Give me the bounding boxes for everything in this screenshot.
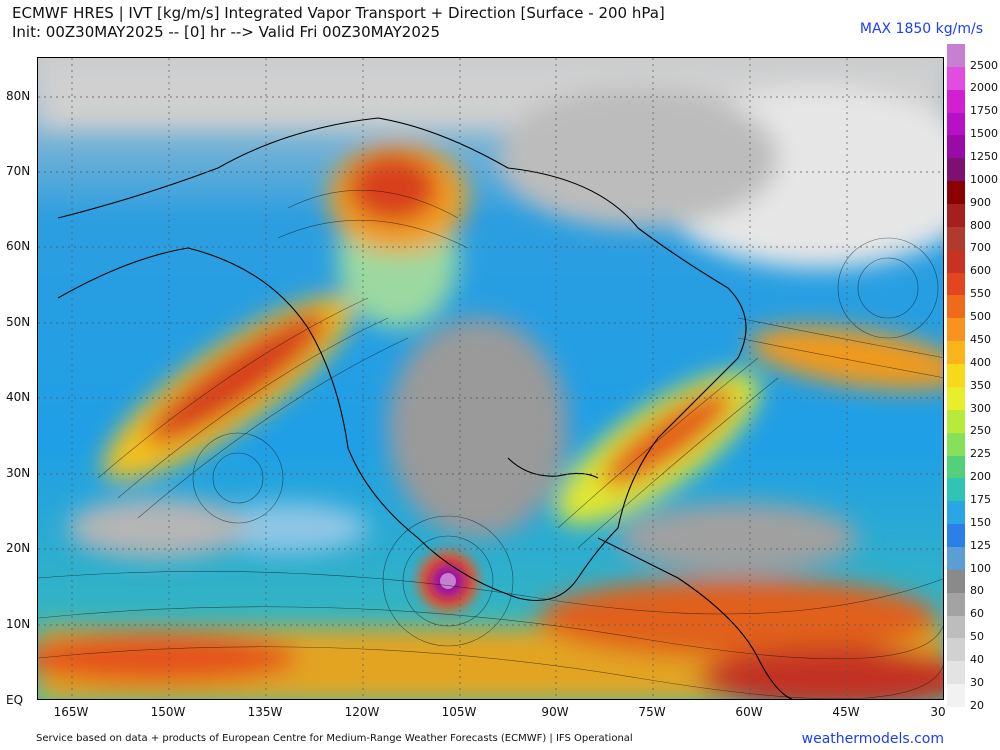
lat-label: 30N bbox=[6, 466, 31, 480]
colorbar-label: 1250 bbox=[970, 150, 998, 164]
colorbar-swatch bbox=[947, 592, 965, 617]
hurricane-core bbox=[418, 551, 478, 611]
colorbar-label: 450 bbox=[970, 332, 991, 346]
colorbar bbox=[947, 44, 965, 708]
max-value-label: MAX 1850 kg/m/s bbox=[859, 21, 983, 37]
lon-label: 135W bbox=[247, 705, 283, 719]
colorbar-swatch bbox=[947, 135, 965, 159]
streamlines bbox=[38, 189, 943, 699]
colorbar-label: 300 bbox=[970, 401, 991, 415]
colorbar-label: 600 bbox=[970, 264, 991, 278]
lon-label: 120W bbox=[344, 705, 380, 719]
map-canvas bbox=[38, 58, 943, 699]
colorbar-swatch bbox=[947, 66, 965, 91]
colorbar-label: 40 bbox=[970, 652, 984, 666]
lat-label: 50N bbox=[6, 315, 31, 329]
coastlines bbox=[57, 117, 793, 699]
colorbar-label: 500 bbox=[970, 310, 991, 324]
lat-label: 60N bbox=[6, 239, 31, 253]
lon-label: 105W bbox=[441, 705, 477, 719]
lon-label: 150W bbox=[150, 705, 186, 719]
colorbar-label: 2000 bbox=[970, 81, 998, 95]
colorbar-label: 1000 bbox=[970, 172, 998, 186]
colorbar-swatch bbox=[947, 341, 965, 365]
colorbar-swatch bbox=[947, 455, 965, 479]
lat-label: EQ bbox=[6, 693, 24, 707]
brand-link[interactable]: weathermodels.com bbox=[801, 731, 944, 747]
lat-label: 80N bbox=[6, 89, 31, 103]
lat-label: 40N bbox=[6, 390, 31, 404]
colorbar-swatch bbox=[947, 684, 965, 708]
lon-label: 30 bbox=[930, 705, 946, 719]
lon-label: 75W bbox=[638, 705, 666, 719]
chart-title: ECMWF HRES | IVT [kg/m/s] Integrated Vap… bbox=[12, 4, 665, 42]
colorbar-swatch bbox=[947, 432, 965, 456]
title-line-2: Init: 00Z30MAY2025 -- [0] hr --> Valid F… bbox=[12, 23, 440, 41]
colorbar-label: 900 bbox=[970, 195, 991, 209]
colorbar-swatch bbox=[947, 501, 965, 525]
colorbar-label: 30 bbox=[970, 675, 984, 689]
colorbar-swatch bbox=[947, 638, 965, 662]
colorbar-swatch bbox=[947, 295, 965, 319]
colorbar-label: 250 bbox=[970, 424, 991, 438]
colorbar-swatch bbox=[947, 318, 965, 342]
colorbar-label: 550 bbox=[970, 287, 991, 301]
colorbar-label: 125 bbox=[970, 538, 991, 552]
colorbar-swatch bbox=[947, 272, 965, 296]
colorbar-swatch bbox=[947, 204, 965, 228]
colorbar-label: 1750 bbox=[970, 104, 998, 118]
colorbar-swatch bbox=[947, 249, 965, 274]
colorbar-swatch bbox=[947, 478, 965, 502]
colorbar-swatch bbox=[947, 524, 965, 548]
colorbar-swatch bbox=[947, 569, 965, 594]
colorbar-label: 2500 bbox=[970, 58, 998, 72]
lon-label: 60W bbox=[735, 705, 763, 719]
colorbar-label: 50 bbox=[970, 630, 984, 644]
colorbar-label: 350 bbox=[970, 378, 991, 392]
colorbar-swatch bbox=[947, 386, 965, 411]
lat-label: 10N bbox=[6, 617, 31, 631]
ivt-field bbox=[38, 58, 943, 699]
colorbar-swatch bbox=[947, 615, 965, 639]
colorbar-swatch bbox=[947, 112, 965, 136]
ivt-map[interactable] bbox=[37, 57, 944, 700]
colorbar-label: 175 bbox=[970, 492, 991, 506]
colorbar-label: 1500 bbox=[970, 127, 998, 141]
colorbar-label: 700 bbox=[970, 241, 991, 255]
colorbar-swatch bbox=[947, 409, 965, 434]
colorbar-swatch bbox=[947, 226, 965, 251]
footer-credit: Service based on data + products of Euro… bbox=[36, 733, 633, 744]
lat-label: 20N bbox=[6, 541, 31, 555]
colorbar-swatch bbox=[947, 158, 965, 182]
colorbar-swatch bbox=[947, 181, 965, 205]
colorbar-label: 800 bbox=[970, 218, 991, 232]
colorbar-swatch bbox=[947, 546, 965, 571]
colorbar-swatch bbox=[947, 89, 965, 114]
graticule bbox=[38, 58, 943, 699]
colorbar-swatch bbox=[947, 661, 965, 685]
colorbar-swatch bbox=[947, 364, 965, 388]
colorbar-label: 225 bbox=[970, 447, 991, 461]
colorbar-swatch bbox=[947, 44, 965, 68]
colorbar-label: 200 bbox=[970, 470, 991, 484]
title-line-1: ECMWF HRES | IVT [kg/m/s] Integrated Vap… bbox=[12, 4, 665, 22]
colorbar-label: 20 bbox=[970, 698, 984, 712]
lat-label: 70N bbox=[6, 164, 31, 178]
colorbar-label: 150 bbox=[970, 515, 991, 529]
lon-label: 165W bbox=[53, 705, 89, 719]
colorbar-label: 80 bbox=[970, 584, 984, 598]
colorbar-label: 60 bbox=[970, 607, 984, 621]
lon-label: 90W bbox=[541, 705, 569, 719]
colorbar-label: 400 bbox=[970, 355, 991, 369]
colorbar-label: 100 bbox=[970, 561, 991, 575]
lon-label: 45W bbox=[832, 705, 860, 719]
